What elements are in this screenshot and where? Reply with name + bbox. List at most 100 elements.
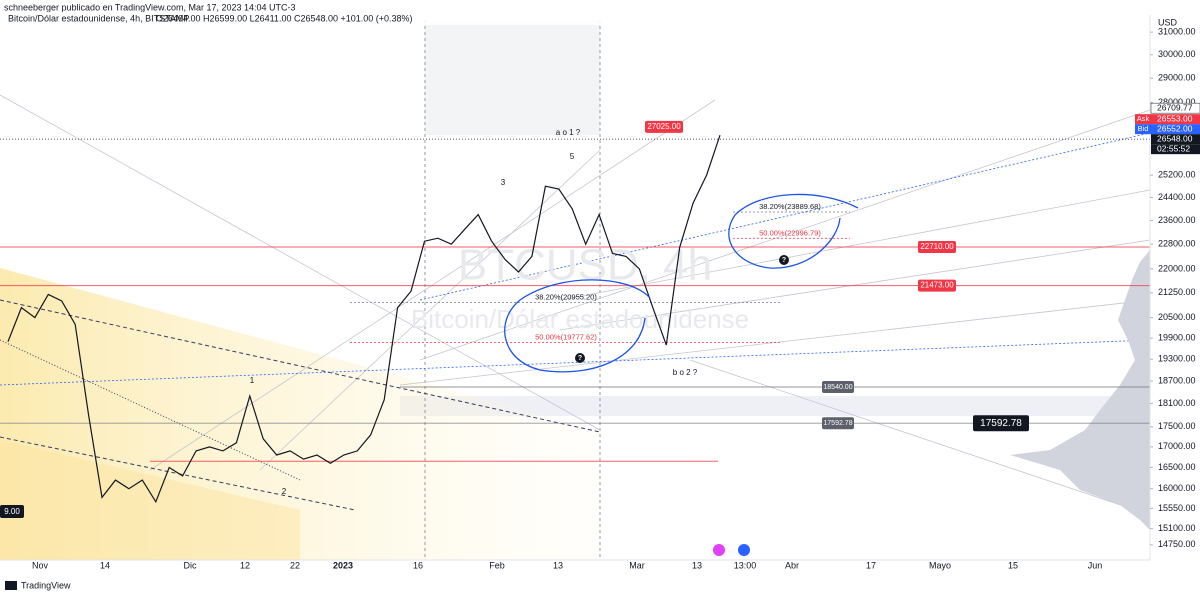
wave-label: a o 1 ? (556, 128, 581, 137)
fib-label: 50.00%(22996.79) (759, 228, 821, 237)
shaded-band (400, 396, 1150, 416)
y-tick-label: 22800.00 (1158, 239, 1196, 249)
freehand-circle (504, 279, 651, 373)
x-axis-label: Jun (1088, 560, 1103, 570)
symbol-title: Bitcoin/Dólar estadounidense, 4h, BITSTA… (8, 13, 189, 23)
y-tick-label: 28000.00 (1158, 97, 1196, 107)
y-tick-label: 15550.00 (1158, 503, 1196, 513)
price-tag-box (1135, 124, 1151, 135)
fib-label: 38.20%(20955.20) (535, 292, 597, 301)
wave-label: 2 (282, 487, 287, 496)
y-tick-label: 24400.00 (1158, 192, 1196, 202)
y-tick-label: 30000.00 (1158, 49, 1196, 59)
level-label: 21473.00 (920, 281, 954, 290)
event-icon[interactable] (713, 544, 725, 556)
y-tick-label: 31000.00 (1158, 27, 1196, 37)
wave-label: b o 2 ? (673, 368, 698, 377)
fib-label: 38.20%(23889.68) (759, 202, 821, 211)
legend-bg (0, 12, 640, 25)
y-tick-label: 19300.00 (1158, 354, 1196, 364)
y-tick-label: 18100.00 (1158, 398, 1196, 408)
left-price-label: 9.00 (4, 507, 20, 516)
x-axis-label: Mayo (929, 560, 951, 570)
x-axis-label: 17 (866, 560, 876, 570)
y-tick-label: 17500.00 (1158, 421, 1196, 431)
level-box (645, 120, 683, 133)
level-label: 27025.00 (647, 122, 681, 131)
y-tick-label: 15100.00 (1158, 523, 1196, 533)
event-icon[interactable] (738, 544, 750, 556)
x-axis-label: 15 (1008, 560, 1018, 570)
y-tick-label: 23600.00 (1158, 215, 1196, 225)
level-label: 22710.00 (920, 242, 954, 251)
level-label: 17592.78 (980, 418, 1022, 429)
price-label: 26548.00 (1157, 133, 1193, 143)
volume-profile (1010, 250, 1150, 530)
x-axis-label: 12 (240, 560, 250, 570)
price-tag-box (1135, 114, 1151, 125)
left-price-box (0, 505, 24, 518)
x-axis-label: Dic (184, 560, 197, 570)
fib-label: 50.00%(19777.62) (535, 332, 597, 341)
y-tick-label: 29000.00 (1158, 73, 1196, 83)
x-axis-label: 22 (290, 560, 300, 570)
level-box (918, 279, 956, 292)
price-label-box (1151, 134, 1200, 145)
y-tick-label: 16000.00 (1158, 483, 1196, 493)
question-icon (575, 353, 585, 363)
freehand-circle (728, 193, 859, 269)
countdown-box (1151, 144, 1200, 155)
x-axis-label: 14 (100, 560, 110, 570)
x-axis-label: 13 (553, 560, 563, 570)
watermark-subtitle: Bitcoin/Dólar estadounidense (411, 304, 749, 334)
level-label: 18540.00 (823, 384, 852, 391)
countdown: 02:55:52 (1157, 143, 1190, 153)
publisher-line: schneeberger publicado en TradingView.co… (4, 2, 296, 12)
price-label-box (1151, 124, 1200, 135)
wave-label: 1 (250, 376, 255, 385)
ohlc: O26464.00 H26599.00 L26411.00 C26548.00 … (156, 13, 413, 23)
question-mark: ? (782, 257, 786, 264)
x-axis-label: Feb (489, 560, 505, 570)
x-axis-label: 13:00 (734, 560, 757, 570)
dotted-line (0, 339, 301, 481)
y-tick-label: 19900.00 (1158, 333, 1196, 343)
level-box (918, 240, 956, 253)
x-axis-label: Abr (785, 560, 799, 570)
y-tick-label: 14750.00 (1158, 539, 1196, 549)
y-tick-label: 22000.00 (1158, 263, 1196, 273)
price-label-box (1151, 114, 1200, 125)
price-line (7, 135, 721, 504)
level-label: 17592.78 (823, 420, 852, 427)
y-tick-label: 25200.00 (1158, 170, 1196, 180)
level-box (973, 415, 1029, 432)
level-box (822, 380, 854, 393)
dashed-channel-line (0, 436, 356, 511)
price-tag: Bid (1138, 124, 1149, 133)
question-mark: ? (578, 355, 582, 362)
price-tag: Ask (1137, 114, 1150, 123)
y-tick-label: 21250.00 (1158, 287, 1196, 297)
y-tick-label: 16500.00 (1158, 462, 1196, 472)
x-axis-label: 13 (692, 560, 702, 570)
y-tick-label: 17000.00 (1158, 441, 1196, 451)
dashed-channel-line (0, 299, 601, 433)
price-label-box (1150, 102, 1200, 114)
level-box (822, 417, 854, 430)
chart-layer: 38.20%(23889.68) 50.00%(22996.79) 38.20%(2… (0, 120, 1150, 504)
x-axis-label: 2023 (333, 560, 353, 570)
wave-label: 3 (501, 178, 506, 187)
question-icon (779, 255, 789, 265)
x-axis-label: 16 (413, 560, 423, 570)
watermark: BTCUSD, 4h (458, 241, 712, 290)
y-tick-label: 20500.00 (1158, 312, 1196, 322)
logo-text: TradingView (21, 580, 71, 590)
price-label: 26552.00 (1157, 123, 1193, 133)
price-label: 26553.00 (1157, 113, 1193, 123)
logo-icon (5, 581, 17, 590)
wave-label: 5 (570, 152, 575, 161)
yellow-channel-lower (0, 440, 300, 560)
y-tick-label: 18700.00 (1158, 375, 1196, 385)
x-axis-label: Mar (629, 560, 645, 570)
